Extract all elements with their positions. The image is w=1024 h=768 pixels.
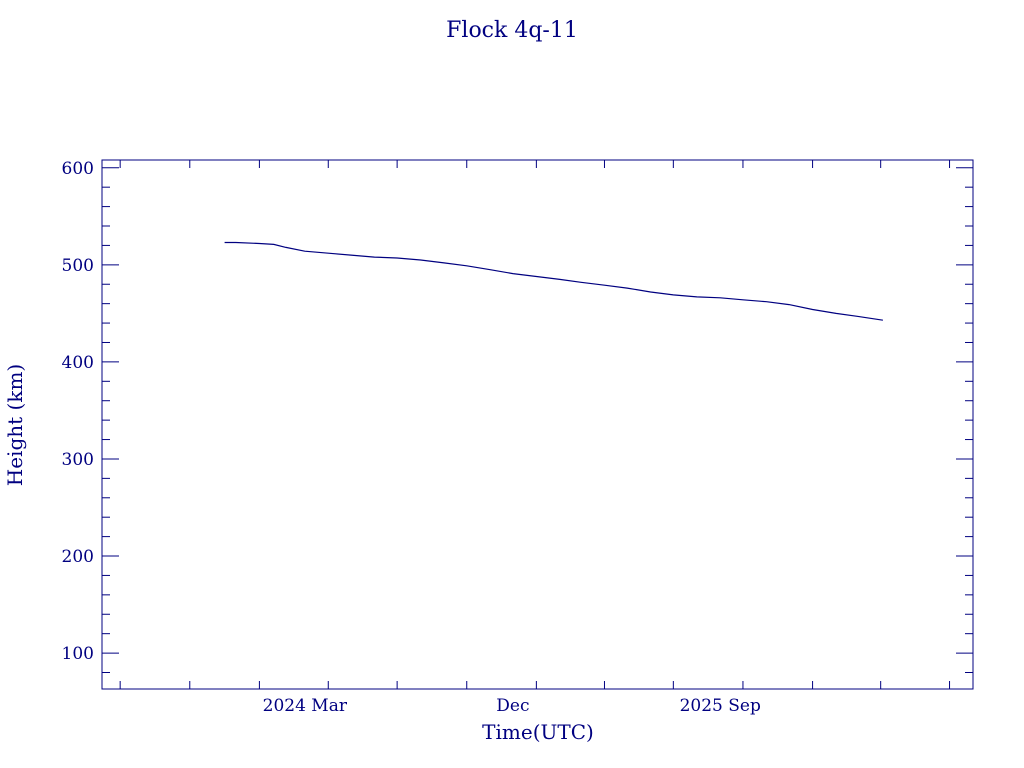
plot-frame [101, 159, 974, 690]
chart-title: Flock 4q-11 [446, 18, 578, 43]
x-tick-label: Dec [496, 696, 529, 716]
y-tick-label: 300 [62, 450, 94, 470]
x-axis-label: Time(UTC) [482, 720, 594, 744]
axis-ticks [102, 160, 973, 689]
y-tick-label: 600 [62, 159, 94, 179]
y-tick-label: 200 [62, 547, 94, 567]
x-tick-label: 2024 Mar [263, 696, 348, 716]
y-tick-label: 500 [62, 256, 94, 276]
y-tick-label: 400 [62, 353, 94, 373]
y-axis-label: Height (km) [3, 364, 27, 486]
y-tick-label: 100 [62, 644, 94, 664]
height-series-line [224, 241, 883, 321]
axis-tick-labels: 100 200 300 400 500 600 2024 Mar Dec 2025 Sep [62, 159, 761, 716]
x-tick-label: 2025 Sep [680, 696, 761, 716]
